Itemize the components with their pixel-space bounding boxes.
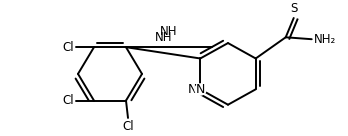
Text: Cl: Cl (62, 94, 74, 107)
Text: Cl: Cl (122, 120, 134, 133)
Text: NH: NH (160, 25, 178, 38)
Text: NH: NH (155, 31, 172, 44)
Text: S: S (290, 2, 298, 15)
Text: Cl: Cl (62, 41, 74, 54)
Text: NH₂: NH₂ (314, 33, 336, 46)
Text: N: N (196, 83, 205, 96)
Text: N: N (188, 83, 197, 96)
